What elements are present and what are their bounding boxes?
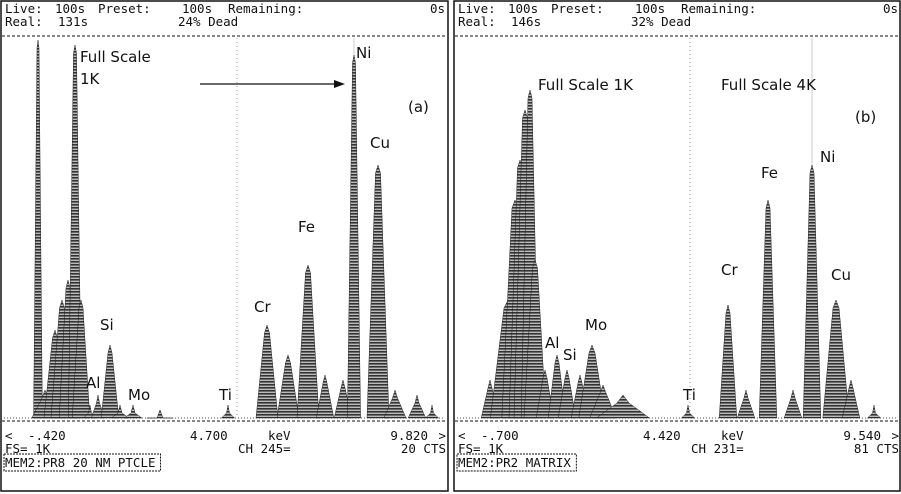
spectrum-peak [315, 374, 335, 419]
peak-label: Cu [831, 266, 851, 284]
peak-label: Cr [721, 261, 738, 279]
footer-text: > [438, 428, 446, 443]
header-text: 0s [883, 1, 898, 16]
memory-box [3, 453, 162, 472]
header-text: Remaining: [228, 1, 303, 16]
peak-label: Full Scale [80, 48, 151, 66]
spectrum-peak [866, 404, 882, 419]
peak-label: 1K [80, 70, 101, 88]
header-text: Live: [5, 1, 43, 16]
peak-label: Ni [356, 44, 371, 62]
footer-text: < [5, 428, 13, 443]
footer-text: > [891, 428, 899, 443]
spectrum-peak [802, 164, 822, 419]
panel: Live: 100s Preset: 100s Remaining: 0s Real: 131… [0, 0, 449, 492]
spectrum-peak [347, 54, 361, 419]
footer-text: -.700 [481, 428, 519, 443]
peak-label: Mo [128, 386, 150, 404]
peak-label: Cu [370, 134, 390, 152]
header-text: Preset: [551, 1, 604, 16]
spectrum-peak [680, 404, 696, 419]
peak-label: Ti [218, 386, 232, 404]
peak-label: Al [86, 374, 100, 392]
spectrum-peak [383, 389, 407, 419]
header-text: Real: [458, 14, 496, 29]
header-text: 24% Dead [178, 14, 238, 29]
peak-label: (b) [855, 108, 876, 126]
peak-label: Fe [298, 218, 315, 236]
spectrum-peak [407, 394, 427, 419]
spectrum-peak [841, 379, 861, 419]
peak-label: Cr [254, 298, 271, 316]
footer-text: keV [721, 428, 744, 443]
header-text: 100s [55, 1, 85, 16]
footer-text: 9.540 [843, 428, 881, 443]
peak-label: Fe [761, 164, 778, 182]
spectrum-peak [123, 404, 143, 419]
header-text: Preset: [98, 1, 151, 16]
header-text: 146s [511, 14, 541, 29]
spectrum-peak [255, 324, 279, 419]
header-text: Live: [458, 1, 496, 16]
header-text: 32% Dead [631, 14, 691, 29]
header-text: 100s [635, 1, 665, 16]
footer-text: CH 231= [691, 441, 744, 456]
peak-label: Al [545, 334, 559, 352]
spectrum-peak [718, 304, 738, 419]
spectrum-peak [296, 264, 320, 419]
panel: Live: 100s Preset: 100s Remaining: 0s Real: 146… [453, 0, 901, 492]
spectrum-peak [595, 394, 651, 419]
spectrum-peak [220, 404, 236, 419]
footer-text: 81 CTS [854, 441, 899, 456]
footer-text: FS= 1K [458, 441, 504, 456]
spectrum-peak [276, 354, 300, 419]
header-text: 131s [58, 14, 88, 29]
header-text: Remaining: [681, 1, 756, 16]
header-text: 0s [430, 1, 445, 16]
footer-text: -.420 [28, 428, 66, 443]
footer-text: 9.820 [390, 428, 428, 443]
footer-text: MEM2:PR8 20 NM PTCLE [5, 455, 156, 470]
spectrum-peak [424, 404, 440, 419]
peak-label: Si [563, 346, 577, 364]
footer-text: CH 245= [238, 441, 291, 456]
footer-text: FS= 1K [5, 441, 51, 456]
footer-text: 20 CTS [401, 441, 446, 456]
footer-text: MEM2:PR2 MATRIX [458, 455, 571, 470]
peak-label: Full Scale 1K [538, 76, 634, 94]
footer-text: < [458, 428, 466, 443]
spectrum-peak [783, 389, 803, 419]
peak-label: Ti [682, 386, 696, 404]
arrow-head [334, 80, 345, 88]
footer-text: 4.700 [190, 428, 228, 443]
footer-text: keV [268, 428, 291, 443]
panel-border [453, 0, 901, 492]
footer-text: 4.420 [643, 428, 681, 443]
peak-label: Ni [820, 148, 835, 166]
header-text: 100s [182, 1, 212, 16]
spectrum-peak [146, 409, 174, 419]
memory-box [456, 453, 577, 472]
peak-label: Full Scale 4K [721, 76, 817, 94]
spectrum-peak [758, 199, 778, 419]
peak-label: (a) [408, 98, 429, 116]
header-text: Real: [5, 14, 43, 29]
peak-label: Si [100, 316, 114, 334]
header-text: 100s [508, 1, 538, 16]
spectrum-peak [736, 389, 756, 419]
peak-label: Mo [585, 316, 607, 334]
panel-border [0, 0, 449, 492]
